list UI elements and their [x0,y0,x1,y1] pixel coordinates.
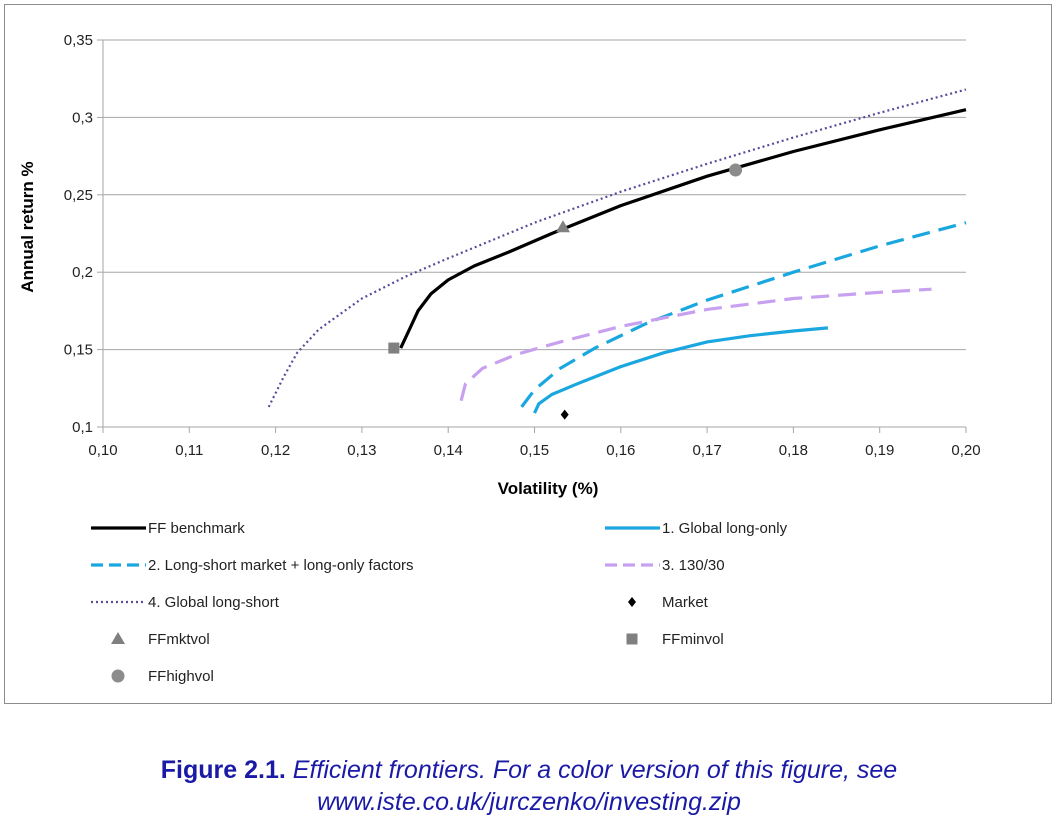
legend-label: Market [662,594,709,611]
caption-lead: Figure 2.1. [160,756,286,784]
legend-swatch [628,597,636,607]
y-tick-label: 0,1 [72,419,93,436]
series-line-5 [267,88,967,408]
series-layer [267,88,967,414]
y-tick-label: 0,2 [72,264,93,281]
y-tick-label: 0,15 [64,342,93,359]
x-tick-label: 0,20 [951,442,980,459]
chart-frame: 0,10 0,11 0,12 0,13 0,14 0,15 0,16 0,17 0,18 0,19… [4,4,1052,704]
marker-layer [388,163,743,420]
x-tick-label: 0,13 [347,442,376,459]
x-tick-label: 0,10 [88,442,117,459]
x-tick-label: 0,16 [606,442,635,459]
series-line-4 [459,287,932,402]
x-tick-label: 0,12 [261,442,290,459]
grid-layer [97,39,967,433]
legend-label: 4. Global long-short [148,594,280,611]
series-line-2 [533,326,829,414]
marker-ffhighvol [729,163,743,177]
x-tick-label: 0,19 [865,442,894,459]
y-tick-label: 0,35 [64,32,93,49]
legend-label: 1. Global long-only [662,520,788,537]
x-tick-label: 0,17 [692,442,721,459]
legend-swatch [111,632,125,644]
legend-label: FFmktvol [148,631,210,648]
legend-swatch [626,633,638,645]
legend-swatch [111,669,125,683]
figure-caption: Figure 2.1. Efficient frontiers. For a c… [0,754,1058,818]
x-tick-label: 0,18 [779,442,808,459]
caption-body: Efficient frontiers. For a color version… [292,756,898,784]
y-tick-label: 0,25 [64,187,93,204]
legend-label: FFminvol [662,631,724,648]
x-tick-label: 0,14 [434,442,463,459]
marker-ffminvol [388,342,400,354]
caption-url: www.iste.co.uk/jurczenko/investing.zip [317,788,741,816]
x-axis-title: Volatility (%) [498,479,599,498]
legend-label: FFhighvol [148,668,214,685]
legend: FF benchmark 1. Global long-only 2. Long-s… [91,520,788,685]
marker-market [560,409,569,420]
y-axis-title: Annual return % [18,161,37,292]
series-line-3 [520,221,967,408]
x-tick-label: 0,11 [175,442,203,459]
legend-label: FF benchmark [148,520,245,537]
x-tick-label: 0,15 [520,442,549,459]
series-line-1 [399,108,967,349]
efficient-frontier-chart: 0,10 0,11 0,12 0,13 0,14 0,15 0,16 0,17 0,18 0,19… [18,32,981,685]
legend-label: 2. Long-short market + long-only factors [148,557,414,574]
legend-label: 3. 130/30 [662,557,725,574]
y-tick-label: 0,3 [72,109,93,126]
marker-ffmktvol [555,220,570,233]
x-axis-ticks: 0,10 0,11 0,12 0,13 0,14 0,15 0,16 0,17 0,18 0,19… [88,442,980,459]
y-axis-ticks: 0,1 0,15 0,2 0,25 0,3 0,35 [64,32,93,436]
